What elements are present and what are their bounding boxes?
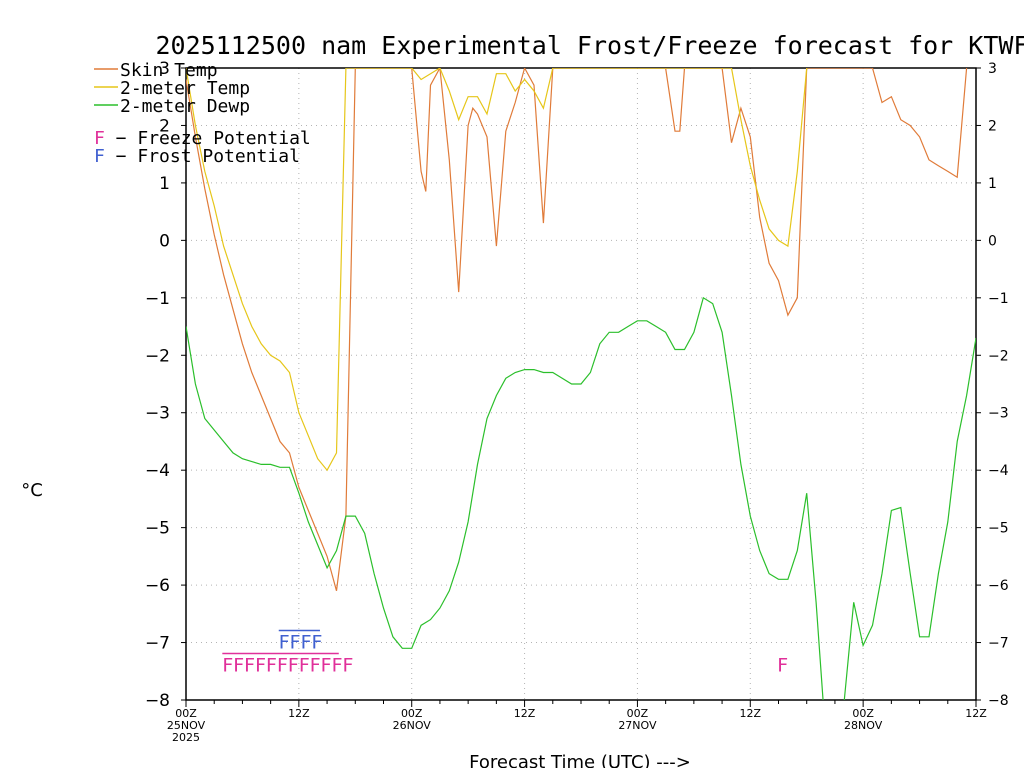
y-tick-label-right: −3 bbox=[988, 406, 1009, 422]
y-tick-label-right: −2 bbox=[988, 348, 1009, 364]
series-lines bbox=[186, 68, 976, 700]
x-tick-label: 12Z bbox=[740, 707, 762, 720]
y-tick-label: −7 bbox=[145, 634, 170, 654]
y-tick-label-right: −1 bbox=[988, 291, 1009, 307]
series-line-2-meter-temp bbox=[186, 68, 808, 472]
y-tick-label: 2 bbox=[159, 116, 170, 136]
y-tick-label-right: −5 bbox=[988, 521, 1009, 537]
y-tick-label-right: 0 bbox=[988, 233, 997, 249]
y-tick-label-right: −8 bbox=[988, 693, 1009, 709]
x-tick-label: 2025 bbox=[172, 731, 200, 744]
legend-label: 2-meter Dewp bbox=[120, 96, 250, 117]
freeze-marks: FFFFFFFFFFFF bbox=[222, 655, 353, 677]
chart-title: 2025112500 nam Experimental Frost/Freeze… bbox=[156, 31, 1024, 60]
y-tick-label-right: 1 bbox=[988, 176, 997, 192]
x-tick-label: 28NOV bbox=[844, 719, 883, 732]
x-tick-label: 00Z bbox=[401, 707, 423, 720]
y-tick-label: −3 bbox=[145, 404, 170, 424]
y-tick-label: 0 bbox=[159, 231, 170, 251]
x-tick-label: 12Z bbox=[965, 707, 987, 720]
x-tick-label: 12Z bbox=[514, 707, 536, 720]
y-axis-ticks: 3 3 2 2 1 1 0 0 −1 −1 −2 −2 −3 −3 −4 −4 −5 −5 −6 −6 −7 −7 −8 −8 bbox=[145, 59, 1009, 711]
y-tick-label: −5 bbox=[145, 519, 170, 539]
freeze-mark-late: F bbox=[777, 655, 788, 677]
y-axis-label: °C bbox=[21, 480, 43, 501]
y-tick-label-right: −7 bbox=[988, 636, 1009, 652]
y-tick-label-right: 2 bbox=[988, 118, 997, 134]
y-tick-label-right: −6 bbox=[988, 578, 1009, 594]
series-line-2-meter-dewp bbox=[186, 296, 976, 700]
x-tick-label: 12Z bbox=[288, 707, 310, 720]
x-tick-label: 00Z bbox=[852, 707, 874, 720]
frost-marks: FFFF bbox=[279, 632, 323, 654]
x-tick-label: 25NOV bbox=[167, 719, 206, 732]
x-tick-label: 27NOV bbox=[618, 719, 657, 732]
y-tick-label: 1 bbox=[159, 174, 170, 194]
y-tick-label-right: 3 bbox=[988, 61, 997, 77]
potential-legend-label: F − Freeze Potential bbox=[94, 128, 311, 149]
legend-label: 2-meter Temp bbox=[120, 78, 250, 99]
y-tick-label-right: −4 bbox=[988, 463, 1009, 479]
series-line-skin-temp bbox=[186, 68, 968, 591]
x-tick-label: 00Z bbox=[175, 707, 197, 720]
y-tick-label: −2 bbox=[145, 346, 170, 366]
y-tick-label: −8 bbox=[145, 691, 170, 711]
potential-legend-label: F − Frost Potential bbox=[94, 146, 300, 167]
y-tick-label: −6 bbox=[145, 576, 170, 596]
legend-label: Skin Temp bbox=[120, 60, 218, 81]
x-axis-label: Forecast Time (UTC) ---> bbox=[469, 752, 691, 768]
x-tick-label: 26NOV bbox=[393, 719, 432, 732]
y-tick-label: −1 bbox=[145, 289, 170, 309]
y-tick-label: 3 bbox=[159, 59, 170, 79]
grid bbox=[186, 68, 976, 700]
x-tick-label: 00Z bbox=[627, 707, 649, 720]
y-tick-label: −4 bbox=[145, 461, 170, 481]
